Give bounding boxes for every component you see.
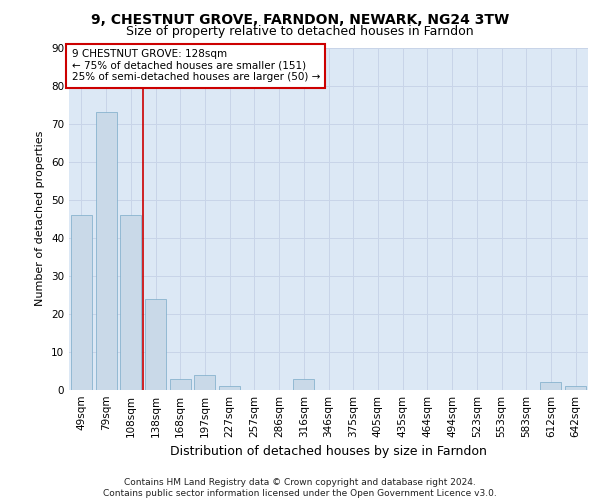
Bar <box>120 215 141 390</box>
Bar <box>71 215 92 390</box>
Bar <box>541 382 562 390</box>
Y-axis label: Number of detached properties: Number of detached properties <box>35 131 46 306</box>
Text: Size of property relative to detached houses in Farndon: Size of property relative to detached ho… <box>126 25 474 38</box>
Bar <box>565 386 586 390</box>
Bar <box>95 112 116 390</box>
X-axis label: Distribution of detached houses by size in Farndon: Distribution of detached houses by size … <box>170 446 487 458</box>
Text: 9 CHESTNUT GROVE: 128sqm
← 75% of detached houses are smaller (151)
25% of semi-: 9 CHESTNUT GROVE: 128sqm ← 75% of detach… <box>71 49 320 82</box>
Text: Contains HM Land Registry data © Crown copyright and database right 2024.
Contai: Contains HM Land Registry data © Crown c… <box>103 478 497 498</box>
Bar <box>170 378 191 390</box>
Bar <box>293 378 314 390</box>
Text: 9, CHESTNUT GROVE, FARNDON, NEWARK, NG24 3TW: 9, CHESTNUT GROVE, FARNDON, NEWARK, NG24… <box>91 12 509 26</box>
Bar <box>219 386 240 390</box>
Bar <box>194 375 215 390</box>
Bar <box>145 298 166 390</box>
